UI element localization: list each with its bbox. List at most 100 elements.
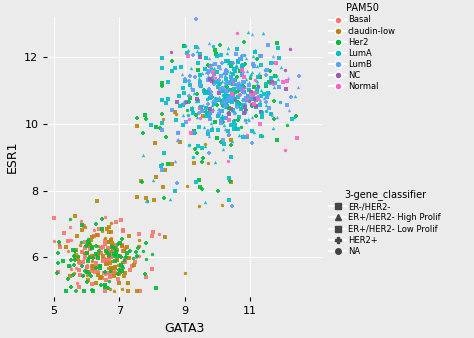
Point [213,97,221,102]
Point [204,160,212,166]
Point [215,91,223,96]
Point [239,79,246,85]
Point [226,95,233,101]
Point [238,68,246,73]
Point [192,16,200,22]
Point [92,221,100,226]
Point [84,239,91,244]
Point [174,129,182,135]
Point [218,113,225,118]
Point [283,78,291,83]
Point [239,89,247,94]
Point [120,273,128,279]
Point [185,142,192,147]
Point [256,53,264,58]
Point [179,86,186,91]
Point [249,62,257,67]
Point [101,214,109,220]
Point [107,249,114,254]
Point [265,79,273,84]
Point [104,285,112,291]
Point [267,111,275,116]
Point [257,97,264,103]
Point [225,98,232,104]
Point [128,264,136,269]
Point [188,104,196,109]
Point [139,152,147,158]
Point [103,257,111,263]
Point [179,113,187,118]
Point [107,268,115,273]
Point [118,263,126,268]
Point [284,75,292,81]
Point [251,49,259,55]
Point [203,111,211,116]
Point [240,39,247,44]
Point [250,84,258,90]
Point [228,138,236,143]
Point [64,248,72,254]
Point [228,74,235,80]
Point [277,64,284,70]
Point [288,117,296,122]
Point [272,74,280,79]
Point [185,116,193,121]
Point [190,87,197,92]
Point [231,110,238,115]
Point [189,53,197,58]
Point [183,183,191,189]
Point [208,94,215,99]
Point [71,248,79,254]
Point [126,249,134,254]
Point [120,260,128,265]
Point [219,103,227,109]
Point [253,87,261,92]
Point [207,106,214,112]
Point [84,236,91,242]
Point [292,93,299,99]
Point [198,145,206,151]
Point [142,257,150,262]
Point [228,61,236,66]
Point [242,106,249,112]
Point [96,263,103,268]
Point [240,52,248,57]
Point [226,70,233,75]
Point [66,263,73,269]
Point [132,254,140,260]
Point [91,227,98,233]
Point [104,265,111,270]
Point [237,85,245,90]
Point [118,242,126,247]
Point [143,274,150,280]
Point [214,111,221,116]
Point [204,63,212,68]
Point [177,64,185,70]
Point [129,255,137,261]
Point [196,105,203,111]
Point [98,283,105,288]
Point [59,259,66,264]
Point [236,86,244,91]
Point [267,75,275,80]
Point [73,280,81,286]
Point [191,90,198,95]
Point [94,270,102,275]
Point [159,185,167,190]
Point [252,103,260,109]
Point [286,47,294,52]
Point [239,64,246,69]
Point [83,269,91,275]
Point [158,80,166,86]
Point [273,76,281,82]
Point [276,100,283,105]
Point [85,241,93,246]
Point [198,70,206,75]
Point [135,237,143,242]
Point [76,242,83,247]
Point [231,68,238,74]
Point [233,64,240,69]
Point [50,215,58,220]
Point [152,141,159,146]
Point [206,95,214,101]
